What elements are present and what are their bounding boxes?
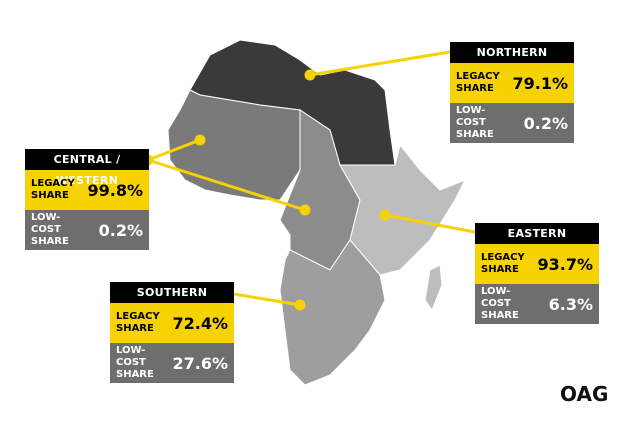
region-box: NORTHERN LEGACY SHARE 79.1% LOW-COST SHAR… [450,42,574,143]
value: 72.4% [172,313,228,333]
legacy-row: LEGACY SHARE 79.1% [450,63,574,103]
value: 93.7% [537,254,593,274]
connector [384,213,481,235]
region-name: CENTRAL / WESTERN [25,149,149,187]
region-name: EASTERN [475,223,599,244]
label: LEGACY SHARE [31,178,75,201]
region-western [167,89,301,201]
label: LOW-COST SHARE [116,345,154,380]
pin [299,204,311,216]
region-box: CENTRAL / WESTERN LEGACY SHARE 99.8% LOW-… [25,149,149,250]
value: 0.2% [98,220,143,240]
region-box: SOUTHERN LEGACY SHARE 72.4% LOW-COST SHAR… [110,282,234,383]
region-name: NORTHERN [450,42,574,63]
low-cost-row: LOW-COST SHARE 0.2% [25,210,149,250]
label: LEGACY SHARE [456,71,500,94]
label: LEGACY SHARE [481,252,525,275]
region-name: SOUTHERN [110,282,234,303]
value: 27.6% [172,353,228,373]
pin [304,69,316,81]
label: LOW-COST SHARE [31,212,69,247]
legacy-row: LEGACY SHARE 93.7% [475,244,599,284]
logo: OAG [560,382,609,406]
legacy-row: LEGACY SHARE 72.4% [110,303,234,343]
label: LOW-COST SHARE [456,105,494,140]
low-cost-row: LOW-COST SHARE 27.6% [110,343,234,383]
value: 99.8% [87,180,143,200]
value: 79.1% [512,73,568,93]
connector [147,138,201,162]
madagascar [424,264,443,312]
region-box: EASTERN LEGACY SHARE 93.7% LOW-COST SHARE… [475,223,599,324]
region-southern [279,239,386,386]
connector [309,48,463,77]
label: LEGACY SHARE [116,311,160,334]
low-cost-row: LOW-COST SHARE 0.2% [450,103,574,143]
pin [379,209,391,221]
value: 0.2% [523,113,568,133]
label: LOW-COST SHARE [481,286,519,321]
connector [221,290,301,307]
legacy-row: LEGACY SHARE 99.8% [25,170,149,210]
low-cost-row: LOW-COST SHARE 6.3% [475,284,599,324]
pin [194,134,206,146]
value: 6.3% [548,294,593,314]
connector [147,158,306,212]
pin [294,299,306,311]
